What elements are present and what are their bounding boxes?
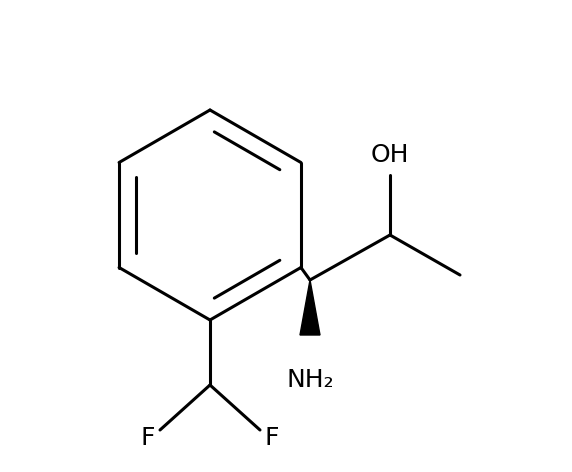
Text: F: F (265, 426, 279, 450)
Polygon shape (300, 280, 320, 335)
Text: F: F (141, 426, 155, 450)
Text: NH₂: NH₂ (286, 368, 334, 392)
Text: OH: OH (371, 143, 409, 167)
